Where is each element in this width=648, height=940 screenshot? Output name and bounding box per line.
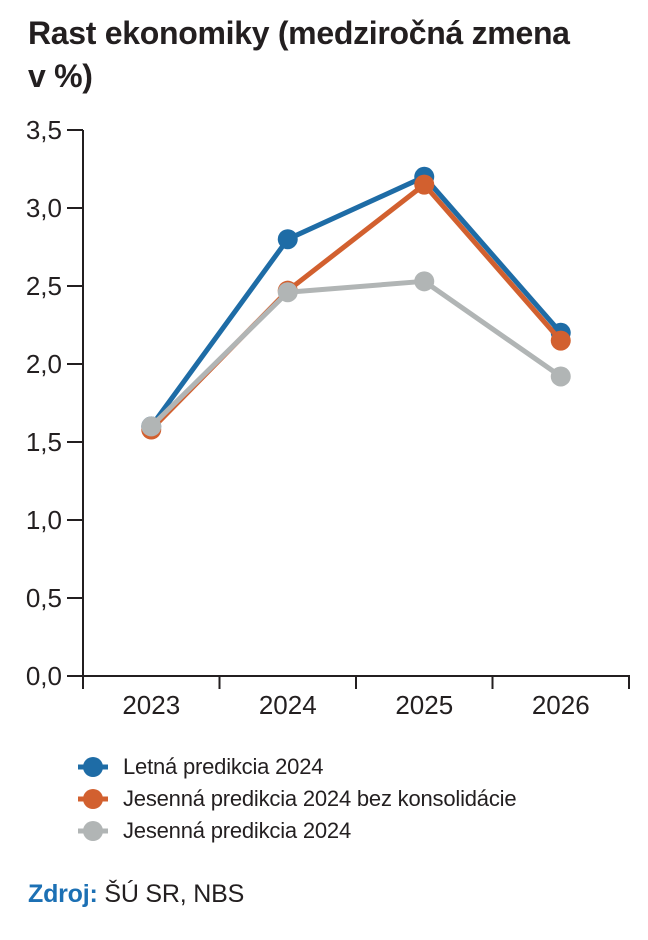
series-line bbox=[148, 278, 564, 429]
chart-title: Rast ekonomiky (medziročná zmena v %) bbox=[0, 0, 648, 98]
series-marker bbox=[550, 366, 571, 387]
legend-marker-icon bbox=[78, 789, 108, 809]
series-marker bbox=[277, 229, 298, 250]
y-axis-tick-label: 2,0 bbox=[26, 349, 62, 379]
legend-item-label: Jesenná predikcia 2024 bbox=[123, 818, 351, 843]
x-axis-category-label: 2024 bbox=[259, 690, 317, 720]
x-axis-category-label: 2026 bbox=[532, 690, 590, 720]
y-axis-tick-label: 1,5 bbox=[26, 427, 62, 457]
legend-item: Letná predikcia 2024 bbox=[78, 754, 648, 779]
series-line bbox=[148, 174, 564, 429]
series-marker bbox=[414, 174, 435, 195]
legend-item-label: Letná predikcia 2024 bbox=[123, 754, 324, 779]
line-chart: 0,0 0,5 1,0 1,5 2,0 2,5 3,0 3,5 2023 2024 2025 2026 bbox=[26, 115, 630, 720]
y-axis-tick-label: 1,0 bbox=[26, 505, 62, 535]
legend-item-label: Jesenná predikcia 2024 bez konsolidácie bbox=[123, 786, 517, 811]
source-value: ŠÚ SR, NBS bbox=[104, 880, 245, 908]
series-line bbox=[148, 182, 564, 433]
x-axis-category-label: 2023 bbox=[122, 690, 180, 720]
legend-marker-icon bbox=[78, 757, 108, 777]
legend-item: Jesenná predikcia 2024 bbox=[78, 818, 648, 843]
y-axis-tick-label: 2,5 bbox=[26, 271, 62, 301]
x-axis-category-label: 2025 bbox=[395, 690, 453, 720]
series-marker bbox=[414, 271, 435, 292]
y-axis-tick-label: 3,0 bbox=[26, 193, 62, 223]
source-label: Zdroj: bbox=[28, 880, 105, 908]
chart-title-line2: v %) bbox=[28, 58, 93, 94]
y-axis-tick-label: 0,5 bbox=[26, 583, 62, 613]
chart-legend: Letná predikcia 2024 Jesenná predikcia 20… bbox=[78, 754, 648, 843]
series-marker bbox=[550, 330, 571, 351]
legend-marker-icon bbox=[78, 821, 108, 841]
series-marker bbox=[277, 282, 298, 303]
legend-item: Jesenná predikcia 2024 bez konsolidácie bbox=[78, 786, 648, 811]
y-axis-tick-label: 3,5 bbox=[26, 115, 62, 145]
source-note: Zdroj: ŠÚ SR, NBS bbox=[28, 880, 648, 909]
y-axis-tick-label: 0,0 bbox=[26, 661, 62, 691]
chart-title-line1: Rast ekonomiky (medziročná zmena bbox=[28, 15, 570, 51]
series-marker bbox=[141, 416, 162, 437]
